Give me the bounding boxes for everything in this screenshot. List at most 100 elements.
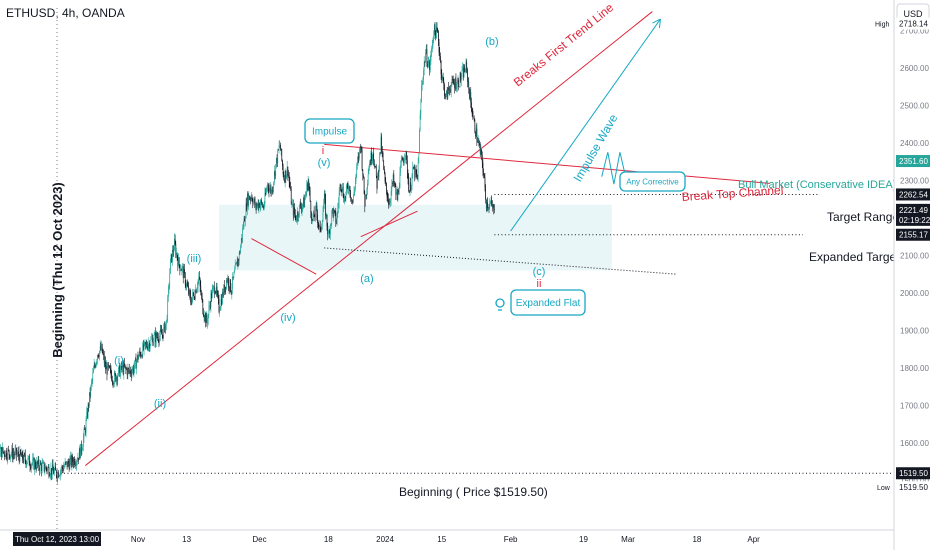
candle-body <box>189 290 191 295</box>
candle-body <box>240 238 242 246</box>
candle-body <box>136 360 137 369</box>
candle-body <box>86 412 88 420</box>
candle-body <box>163 327 164 338</box>
candle-body <box>431 45 433 49</box>
candle-body <box>197 286 198 290</box>
candle-body <box>153 341 154 346</box>
wave-label: i <box>322 145 324 157</box>
candle-body <box>408 178 410 191</box>
candle-body <box>42 462 44 464</box>
candle-body <box>12 448 13 459</box>
candle-body <box>14 454 15 456</box>
candle-body <box>452 79 454 83</box>
candle-body <box>422 79 424 84</box>
candle-body <box>181 266 183 271</box>
candle-body <box>319 225 320 228</box>
candle-body <box>467 81 469 83</box>
candle-body <box>269 186 271 189</box>
candle-body <box>177 258 179 267</box>
candle-body <box>455 78 457 90</box>
candle-body <box>161 334 163 336</box>
candle-body <box>335 212 337 223</box>
candle-body <box>104 361 106 364</box>
candle-body <box>282 166 284 175</box>
candle-body <box>379 152 380 168</box>
candle-body <box>456 82 458 88</box>
candle-body <box>323 193 325 205</box>
candle-body <box>74 464 76 466</box>
candle-body <box>260 200 262 205</box>
candle-body <box>436 27 437 39</box>
candle-body <box>332 208 334 217</box>
candle-body <box>20 454 22 457</box>
candle-body <box>470 92 472 103</box>
candle-body <box>4 452 5 456</box>
candle-body <box>26 463 27 466</box>
candle-body <box>475 131 476 137</box>
candle-body <box>66 461 67 463</box>
candle-body <box>27 457 29 463</box>
candle-body <box>450 90 451 92</box>
candle-body <box>478 140 480 144</box>
candle-body <box>192 292 194 299</box>
candle-body <box>377 173 378 189</box>
candle-body <box>389 202 391 205</box>
candle-body <box>439 52 441 57</box>
candle-body <box>97 355 99 357</box>
candle-body <box>386 190 388 198</box>
candle-body <box>368 168 370 175</box>
candle-body <box>420 101 422 115</box>
candle-body <box>312 218 314 220</box>
y-tick-label: 2500.00 <box>900 101 929 110</box>
candle-body <box>404 158 405 160</box>
candle-body <box>255 202 257 208</box>
candle-body <box>442 76 444 81</box>
candle-body <box>168 287 169 297</box>
candle-body <box>386 183 387 191</box>
candle-body <box>155 332 156 343</box>
candle-body <box>309 190 311 202</box>
candle-body <box>230 279 231 292</box>
candle-body <box>307 183 308 191</box>
candle-body <box>178 257 180 265</box>
impulse-wave-arrowhead <box>652 18 661 29</box>
candle-body <box>56 476 58 479</box>
candle-body <box>227 278 229 282</box>
candle-body <box>60 471 61 476</box>
candle-body <box>242 227 244 229</box>
candle-body <box>122 364 123 368</box>
candle-body <box>337 207 339 213</box>
candle-body <box>236 261 238 267</box>
candle-body <box>91 379 93 383</box>
candle-body <box>413 167 415 169</box>
candle-body <box>403 159 405 163</box>
candle-body <box>25 460 27 466</box>
candle-body <box>293 207 295 216</box>
x-tick-label: 2024 <box>376 535 394 544</box>
candle-body <box>292 203 294 216</box>
candle-body <box>264 192 266 205</box>
candle-body <box>247 193 248 210</box>
candle-body <box>479 143 480 146</box>
candle-body <box>340 186 342 190</box>
candle-body <box>415 168 417 174</box>
candle-body <box>132 367 133 372</box>
candle-body <box>58 475 60 478</box>
candle-body <box>82 446 83 451</box>
candle-body <box>214 291 216 294</box>
candle-body <box>288 174 289 176</box>
candle-body <box>116 376 118 381</box>
candle-body <box>195 290 196 300</box>
candle-body <box>399 172 401 189</box>
candle-body <box>200 286 202 294</box>
candle-body <box>303 197 305 208</box>
candle-body <box>317 222 319 225</box>
candle-body <box>1 447 3 457</box>
candle-body <box>296 212 298 221</box>
candle-body <box>448 88 450 91</box>
candle-body <box>348 186 350 190</box>
candle-body <box>35 467 37 470</box>
candle-body <box>338 202 339 208</box>
candle-body <box>469 92 471 99</box>
